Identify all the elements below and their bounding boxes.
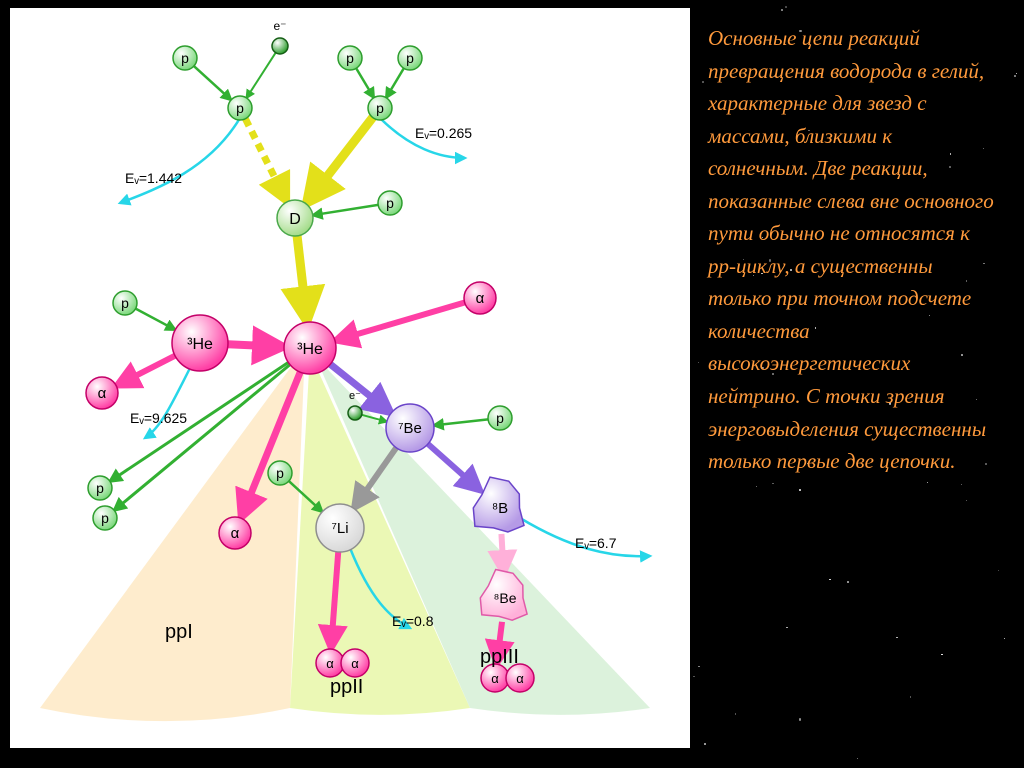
svg-text:⁷Li: ⁷Li: [331, 520, 348, 537]
pp-chain-diagram: Eᵥ=1.442Eᵥ=0.265Eᵥ=9.625Eᵥ=0.8Eᵥ=6.7ppe⁻…: [10, 8, 690, 748]
svg-text:α: α: [516, 671, 524, 686]
svg-text:α: α: [351, 656, 359, 671]
svg-text:α: α: [231, 525, 240, 542]
svg-text:α: α: [326, 656, 334, 671]
svg-text:p: p: [101, 510, 109, 526]
description-body: Основные цепи реакций превращения водоро…: [708, 26, 994, 473]
svg-text:³He: ³He: [297, 341, 323, 358]
svg-text:Eᵥ=0.265: Eᵥ=0.265: [415, 125, 472, 141]
svg-text:e⁻: e⁻: [273, 19, 286, 33]
svg-text:p: p: [376, 100, 384, 116]
diagram-svg: Eᵥ=1.442Eᵥ=0.265Eᵥ=9.625Eᵥ=0.8Eᵥ=6.7ppe⁻…: [10, 8, 690, 748]
svg-text:p: p: [276, 465, 284, 481]
svg-text:Eᵥ=9.625: Eᵥ=9.625: [130, 410, 187, 426]
svg-text:Eᵥ=0.8: Eᵥ=0.8: [392, 613, 434, 629]
svg-text:p: p: [236, 100, 244, 116]
svg-text:ppIII: ppIII: [480, 646, 519, 668]
svg-text:D: D: [289, 211, 301, 228]
svg-text:³He: ³He: [187, 336, 213, 353]
svg-text:α: α: [491, 671, 499, 686]
svg-text:p: p: [496, 410, 504, 426]
svg-text:p: p: [96, 480, 104, 496]
svg-text:p: p: [406, 50, 414, 66]
svg-text:ppII: ppII: [330, 676, 363, 698]
svg-text:ppI: ppI: [165, 621, 193, 643]
svg-text:p: p: [121, 295, 129, 311]
svg-text:Eᵥ=1.442: Eᵥ=1.442: [125, 170, 182, 186]
svg-text:⁷Be: ⁷Be: [398, 420, 422, 437]
svg-text:α: α: [98, 385, 107, 402]
svg-text:⁸Be: ⁸Be: [493, 590, 516, 606]
svg-text:α: α: [476, 290, 485, 307]
svg-text:p: p: [386, 195, 394, 211]
svg-text:⁸B: ⁸B: [492, 500, 508, 517]
svg-text:Eᵥ=6.7: Eᵥ=6.7: [575, 535, 617, 551]
svg-text:e⁻: e⁻: [349, 390, 361, 402]
svg-text:p: p: [181, 50, 189, 66]
svg-text:p: p: [346, 50, 354, 66]
slide: Eᵥ=1.442Eᵥ=0.265Eᵥ=9.625Eᵥ=0.8Eᵥ=6.7ppe⁻…: [0, 0, 1024, 768]
description-text: Основные цепи реакций превращения водоро…: [690, 0, 1024, 768]
